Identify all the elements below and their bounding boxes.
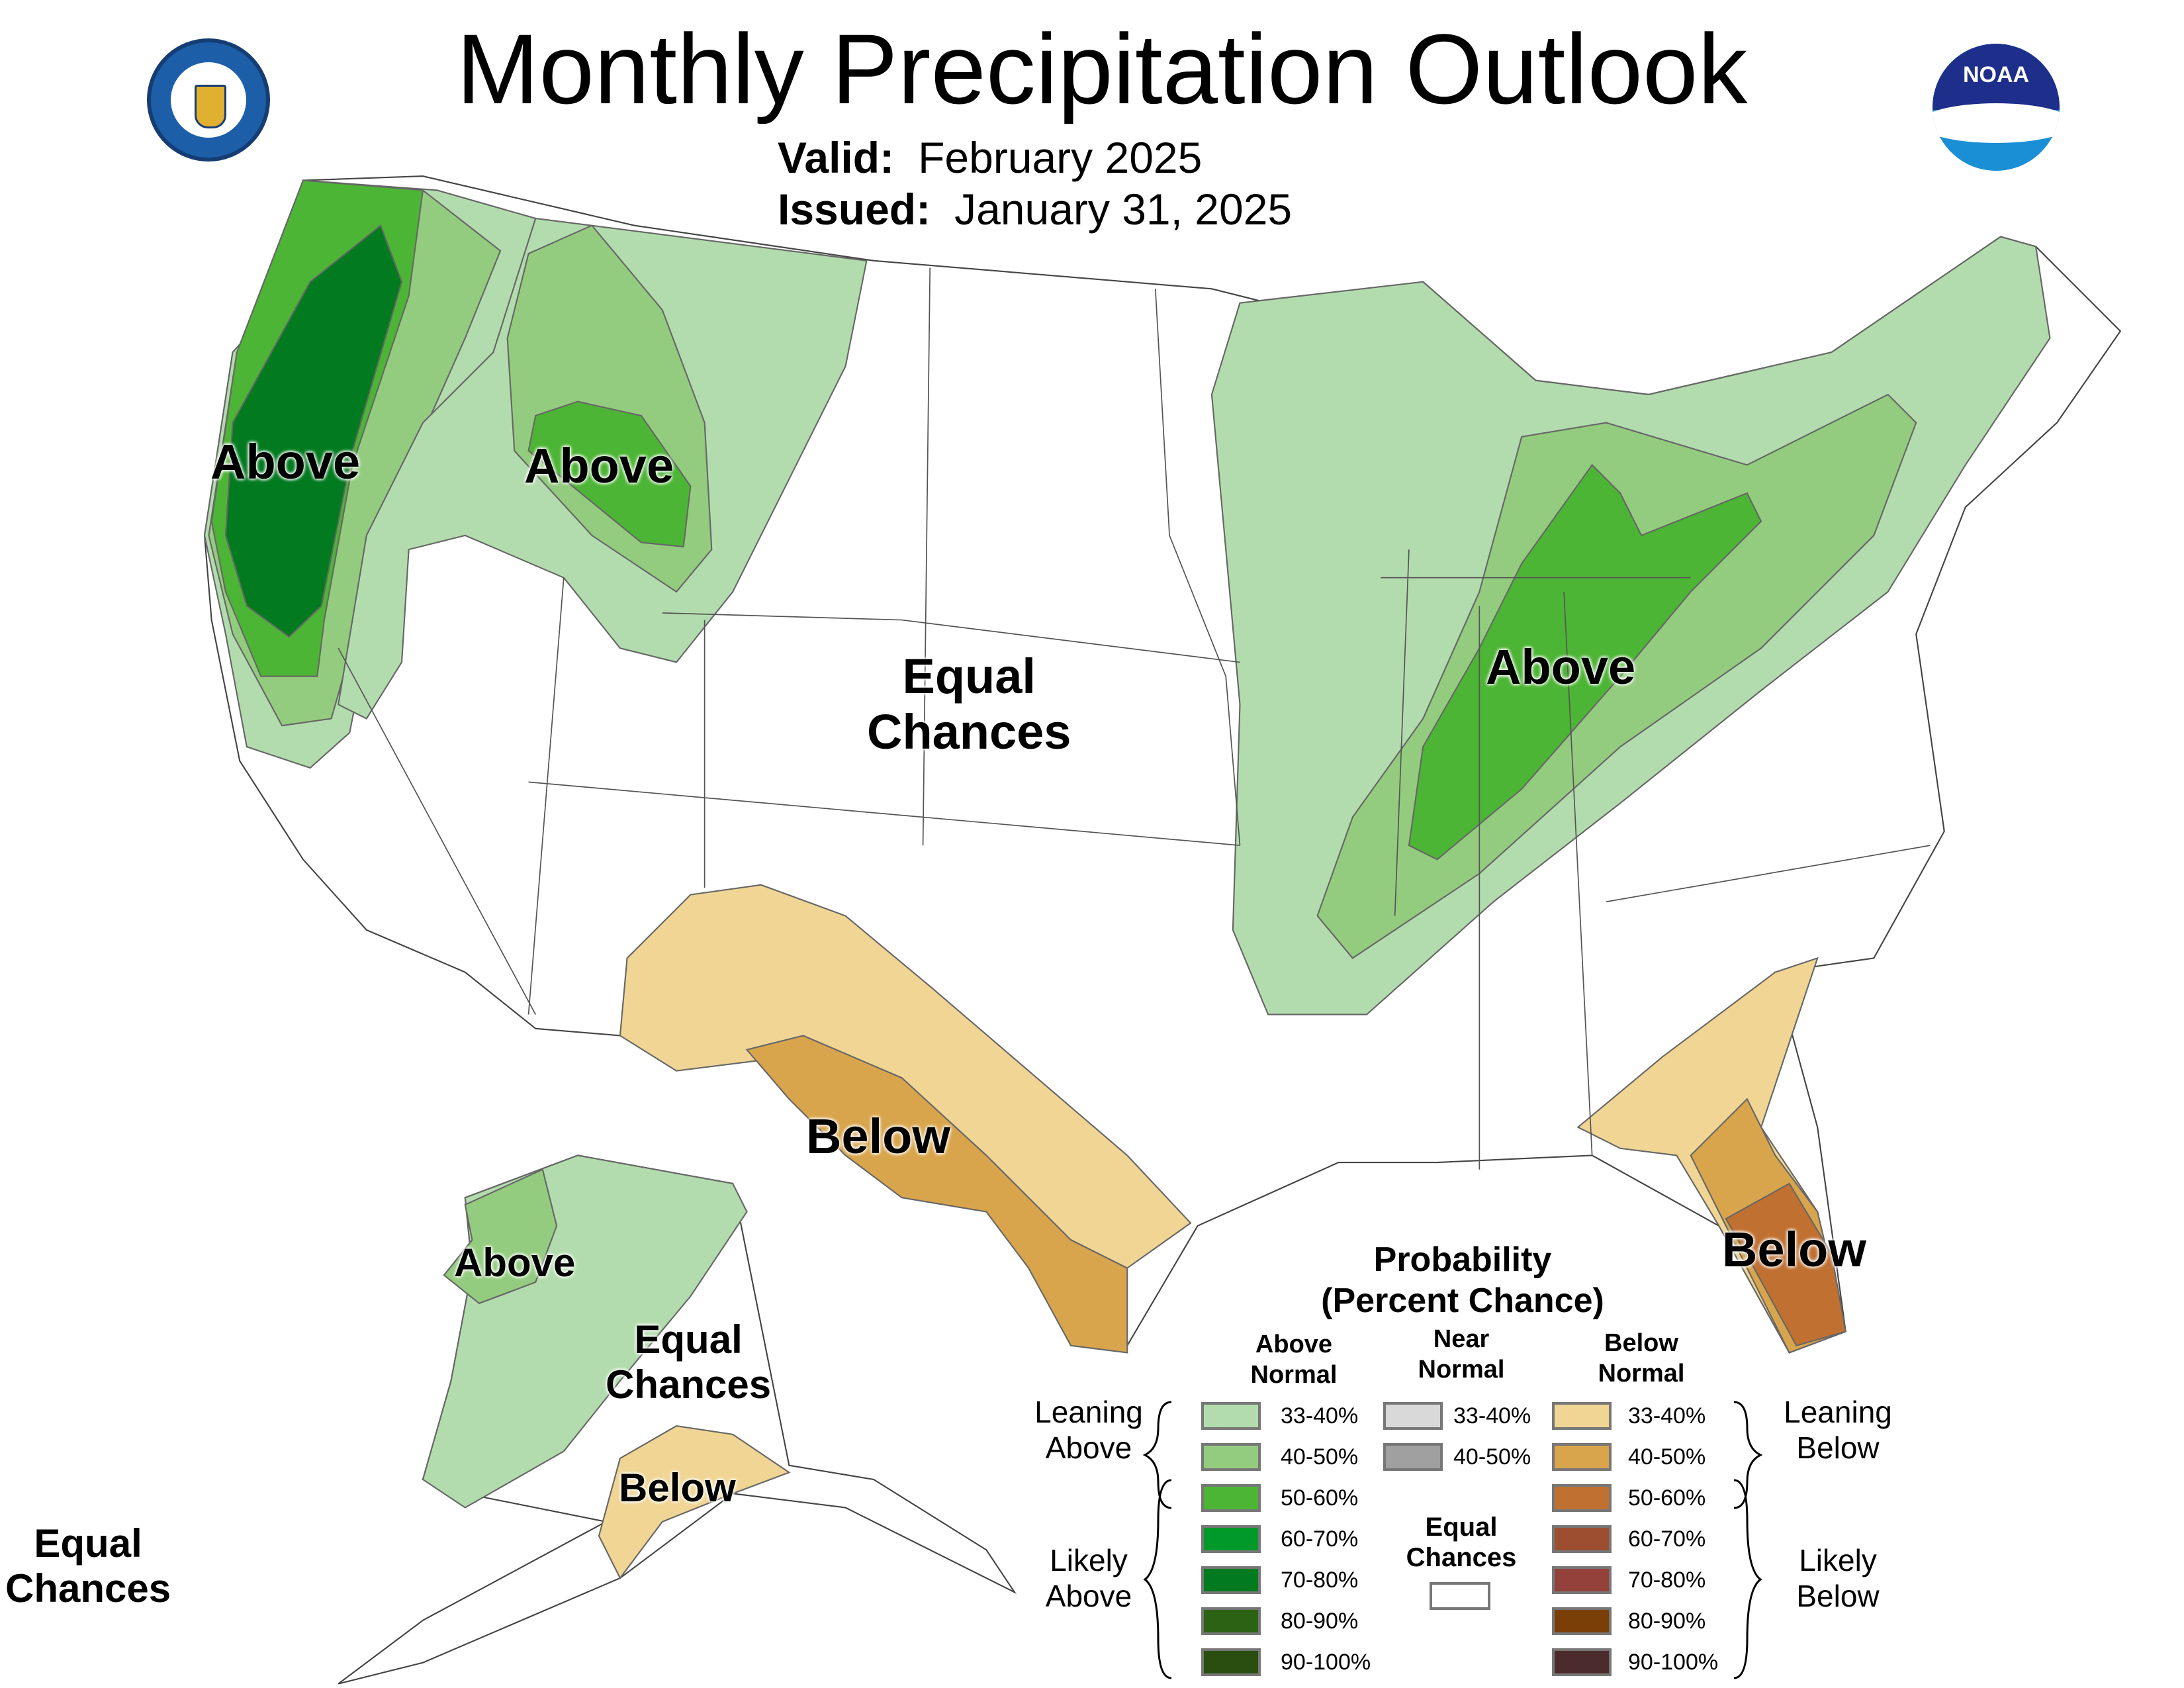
- doc-seal-logo: [147, 38, 270, 162]
- legend-swatch-above-4: [1201, 1566, 1261, 1594]
- page-title: Monthly Precipitation Outlook: [456, 13, 1748, 124]
- legend-swatch-near-0: [1383, 1402, 1443, 1430]
- legend-swatch-above-2: [1201, 1484, 1261, 1512]
- noaa-logo: NOAA: [1933, 44, 2060, 171]
- brace-likely-above: [1143, 1479, 1172, 1679]
- legend-range-near-1: 40-50%: [1453, 1444, 1531, 1470]
- label-hi-ec: Equal Chances: [5, 1521, 171, 1611]
- brace-leaning-below: [1733, 1401, 1763, 1509]
- legend-range-above-4: 70-80%: [1281, 1568, 1359, 1593]
- legend-swatch-below-3: [1552, 1525, 1612, 1553]
- legend-swatch-below-4: [1552, 1566, 1612, 1594]
- legend-col-below: Below Normal: [1598, 1329, 1685, 1387]
- legend-range-near-0: 33-40%: [1453, 1403, 1531, 1429]
- legend-swatch-above-6: [1201, 1648, 1261, 1676]
- label-ak-below: Below: [619, 1466, 736, 1510]
- brace-leaning-above: [1142, 1401, 1172, 1509]
- legend-col-above: Above Normal: [1250, 1331, 1338, 1389]
- legend-swatch-above-1: [1201, 1443, 1261, 1471]
- legend-swatch-above-3: [1201, 1525, 1261, 1553]
- valid-label: Valid:: [778, 133, 895, 182]
- legend-range-above-1: 40-50%: [1281, 1444, 1359, 1470]
- valid-line: Valid: February 2025: [778, 132, 1202, 183]
- legend-range-below-5: 80-90%: [1628, 1609, 1706, 1634]
- issued-label: Issued:: [778, 185, 931, 234]
- legend-swatch-below-5: [1552, 1607, 1612, 1635]
- label-below-florida: Below: [1722, 1222, 1866, 1277]
- issued-value: January 31, 2025: [954, 185, 1293, 234]
- legend-title: Probability (Percent Chance): [1321, 1241, 1604, 1320]
- legend-swatch-above-0: [1201, 1402, 1261, 1430]
- legend-swatch-above-5: [1201, 1607, 1261, 1635]
- legend-range-above-2: 50-60%: [1281, 1485, 1359, 1511]
- legend-range-above-3: 60-70%: [1281, 1526, 1359, 1552]
- legend-range-below-3: 60-70%: [1628, 1526, 1706, 1552]
- legend-group-likely-below: Likely Below: [1796, 1543, 1880, 1613]
- label-ec-central: Equal Chances: [867, 649, 1071, 759]
- legend-range-below-0: 33-40%: [1628, 1403, 1706, 1429]
- legend-swatch-equal-chances: [1430, 1582, 1490, 1610]
- legend-equal-chances: Equal Chances: [1406, 1513, 1517, 1572]
- legend-group-leaning-below: Leaning Below: [1784, 1395, 1892, 1465]
- brace-likely-below: [1733, 1479, 1762, 1679]
- legend-swatch-below-1: [1552, 1443, 1612, 1471]
- legend-range-above-5: 80-90%: [1281, 1609, 1359, 1634]
- region-above-70-80-west: [224, 224, 403, 638]
- region-above-40-50-alaska: [443, 1168, 558, 1305]
- noaa-wordmark: NOAA: [1962, 62, 2030, 87]
- legend-swatch-below-2: [1552, 1484, 1612, 1512]
- legend-group-likely-above: Likely Above: [1045, 1543, 1132, 1613]
- legend-swatch-below-0: [1552, 1402, 1612, 1430]
- label-ak-ec: Equal Chances: [606, 1317, 772, 1407]
- legend-range-below-4: 70-80%: [1628, 1568, 1706, 1593]
- issued-line: Issued: January 31, 2025: [778, 184, 1292, 234]
- legend-swatch-below-6: [1552, 1648, 1612, 1676]
- region-below-50-60-florida: [1725, 1182, 1846, 1347]
- state-borders: [338, 267, 1931, 1170]
- label-below-southwest: Below: [806, 1109, 950, 1164]
- legend-group-leaning-above: Leaning Above: [1034, 1395, 1143, 1465]
- legend-range-above-0: 33-40%: [1281, 1403, 1359, 1429]
- label-above-ohio: Above: [1486, 639, 1636, 694]
- legend-range-above-6: 90-100%: [1281, 1650, 1371, 1675]
- label-ak-above: Above: [454, 1241, 576, 1285]
- legend-col-near: Near Normal: [1418, 1325, 1505, 1383]
- legend-range-below-1: 40-50%: [1628, 1444, 1706, 1470]
- region-below-40-50-texas: [745, 1035, 1128, 1354]
- region-below-33-40-alaska: [598, 1425, 791, 1579]
- legend-swatch-near-1: [1383, 1443, 1443, 1471]
- legend-range-below-2: 50-60%: [1628, 1485, 1706, 1511]
- legend-range-below-6: 90-100%: [1628, 1650, 1719, 1675]
- label-above-west: Above: [210, 434, 361, 489]
- valid-value: February 2025: [918, 133, 1203, 182]
- region-above-50-60-idaho: [527, 400, 692, 548]
- label-above-idaho: Above: [524, 438, 674, 493]
